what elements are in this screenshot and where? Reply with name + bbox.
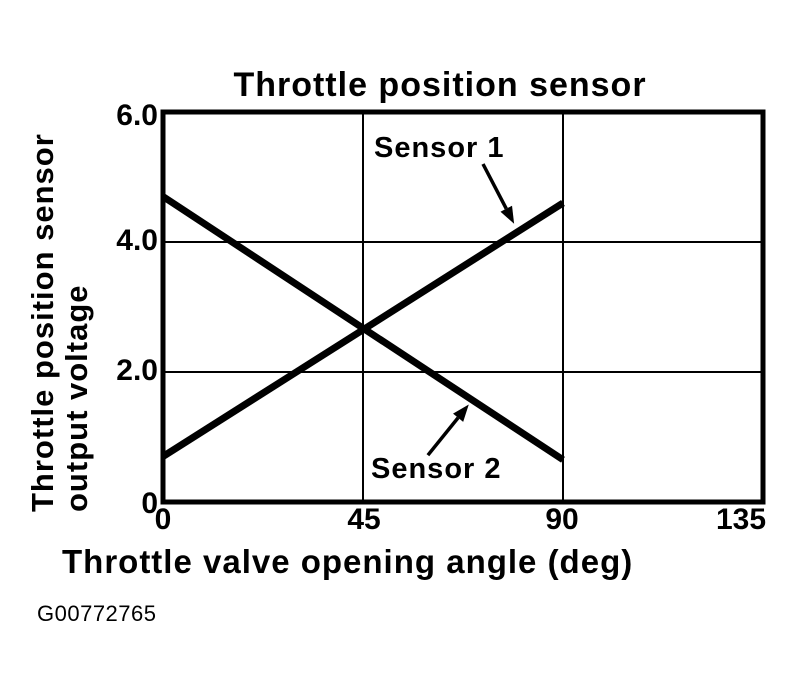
- series-label-sensor-2: Sensor 2: [371, 453, 502, 485]
- x-tick-135: 135: [715, 503, 767, 536]
- x-tick-0: 0: [154, 503, 172, 536]
- y-tick-2: 2.0: [116, 354, 158, 387]
- series-label-sensor-1: Sensor 1: [374, 132, 505, 164]
- y-tick-6: 6.0: [116, 99, 158, 132]
- y-axis-label-line2: output voltage: [59, 284, 94, 512]
- y-tick-0: 0: [141, 487, 158, 520]
- y-tick-4: 4.0: [116, 224, 158, 257]
- y-axis-label-line1: Throttle position sensor: [25, 133, 60, 512]
- y-axis-label: Throttle position sensor output voltage: [25, 124, 94, 512]
- chart-title: Throttle position sensor: [233, 66, 647, 104]
- x-tick-45: 45: [347, 503, 381, 536]
- figure-code: G00772765: [37, 601, 157, 626]
- x-axis-label: Throttle valve opening angle (deg): [62, 543, 634, 580]
- x-tick-90: 90: [545, 503, 579, 536]
